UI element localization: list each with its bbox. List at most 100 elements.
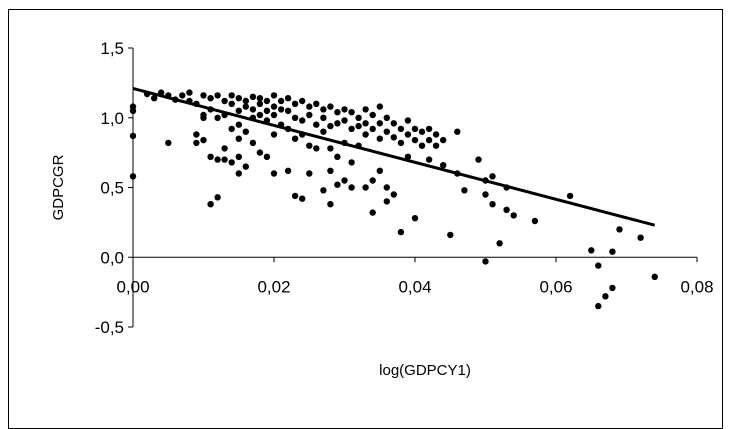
data-point bbox=[165, 139, 172, 147]
data-point bbox=[404, 117, 412, 124]
data-point bbox=[221, 156, 228, 163]
data-point bbox=[362, 184, 369, 191]
data-point bbox=[186, 89, 193, 96]
data-point bbox=[369, 111, 376, 119]
data-point bbox=[299, 195, 306, 202]
data-point bbox=[334, 120, 341, 127]
data-point bbox=[355, 114, 362, 122]
data-point bbox=[327, 122, 334, 130]
data-point bbox=[425, 156, 433, 163]
y-tick-label: 0,0 bbox=[100, 248, 124, 267]
data-point bbox=[411, 136, 419, 144]
data-point bbox=[362, 131, 369, 138]
data-point bbox=[320, 106, 327, 113]
data-point bbox=[341, 106, 348, 113]
data-point bbox=[595, 302, 602, 310]
data-point bbox=[440, 136, 447, 144]
data-point bbox=[263, 107, 271, 115]
data-point bbox=[334, 153, 341, 160]
data-point bbox=[369, 209, 376, 216]
data-point bbox=[256, 149, 264, 156]
data-point bbox=[306, 103, 313, 110]
data-point bbox=[284, 95, 292, 102]
data-point bbox=[313, 100, 320, 108]
data-point bbox=[242, 103, 249, 110]
data-point bbox=[348, 159, 355, 166]
y-tick-label: 1,0 bbox=[100, 109, 124, 128]
data-point bbox=[277, 97, 285, 105]
data-point bbox=[447, 231, 454, 239]
data-point bbox=[221, 97, 228, 105]
data-point bbox=[284, 107, 292, 115]
data-point bbox=[320, 187, 327, 194]
y-tick-label: 1,5 bbox=[100, 39, 124, 58]
data-point bbox=[221, 145, 228, 152]
data-point bbox=[432, 142, 440, 149]
data-point bbox=[489, 201, 496, 208]
data-point bbox=[404, 153, 412, 160]
data-point bbox=[228, 159, 235, 166]
data-point bbox=[369, 125, 376, 133]
data-point bbox=[432, 131, 440, 138]
y-axis-label: GDPCGR bbox=[50, 154, 67, 220]
data-point bbox=[270, 131, 278, 138]
data-point bbox=[510, 212, 517, 219]
data-point bbox=[235, 153, 242, 160]
data-point bbox=[129, 107, 137, 115]
data-point bbox=[242, 97, 249, 105]
x-tick-label: 0,02 bbox=[257, 277, 290, 296]
data-point bbox=[214, 114, 221, 122]
data-point bbox=[207, 201, 214, 208]
data-point bbox=[411, 125, 419, 133]
data-point bbox=[616, 226, 623, 233]
data-point bbox=[425, 125, 433, 133]
y-tick-label: 0,5 bbox=[100, 179, 124, 198]
data-point bbox=[200, 92, 207, 99]
data-point bbox=[503, 206, 510, 213]
data-point bbox=[228, 125, 235, 133]
data-point bbox=[595, 262, 602, 269]
data-point bbox=[327, 145, 334, 152]
data-point bbox=[397, 139, 405, 147]
data-point bbox=[306, 142, 313, 149]
data-point bbox=[256, 95, 264, 102]
data-point bbox=[249, 93, 257, 101]
data-point bbox=[313, 121, 320, 128]
data-point bbox=[263, 153, 271, 160]
data-point bbox=[313, 145, 320, 152]
data-point bbox=[397, 228, 405, 236]
data-point bbox=[179, 92, 186, 99]
data-point bbox=[566, 192, 574, 200]
data-point bbox=[299, 97, 306, 105]
data-point bbox=[651, 273, 658, 280]
data-point bbox=[482, 191, 489, 198]
x-tick-label: 0,06 bbox=[539, 277, 572, 296]
data-point bbox=[214, 194, 221, 201]
data-point bbox=[263, 97, 271, 105]
data-point bbox=[383, 114, 390, 122]
data-point bbox=[327, 167, 334, 174]
data-point bbox=[475, 156, 482, 163]
data-point bbox=[327, 103, 334, 110]
data-point bbox=[355, 122, 362, 130]
data-point bbox=[320, 128, 327, 135]
axes bbox=[128, 47, 698, 328]
data-points bbox=[129, 89, 658, 310]
data-point bbox=[383, 128, 390, 135]
x-tick-label: 0,00 bbox=[116, 277, 149, 296]
data-point bbox=[320, 114, 327, 122]
y-tick-label: -0,5 bbox=[95, 318, 124, 337]
data-point bbox=[602, 293, 609, 300]
data-point bbox=[291, 192, 299, 200]
data-point bbox=[151, 95, 158, 102]
data-point bbox=[235, 121, 242, 128]
data-point bbox=[609, 284, 616, 292]
data-point bbox=[397, 125, 405, 133]
data-point bbox=[291, 135, 299, 142]
data-point bbox=[411, 215, 419, 222]
data-point bbox=[425, 136, 433, 144]
data-point bbox=[200, 114, 207, 122]
data-point bbox=[249, 106, 257, 113]
data-point bbox=[390, 120, 397, 127]
data-point bbox=[588, 247, 595, 254]
